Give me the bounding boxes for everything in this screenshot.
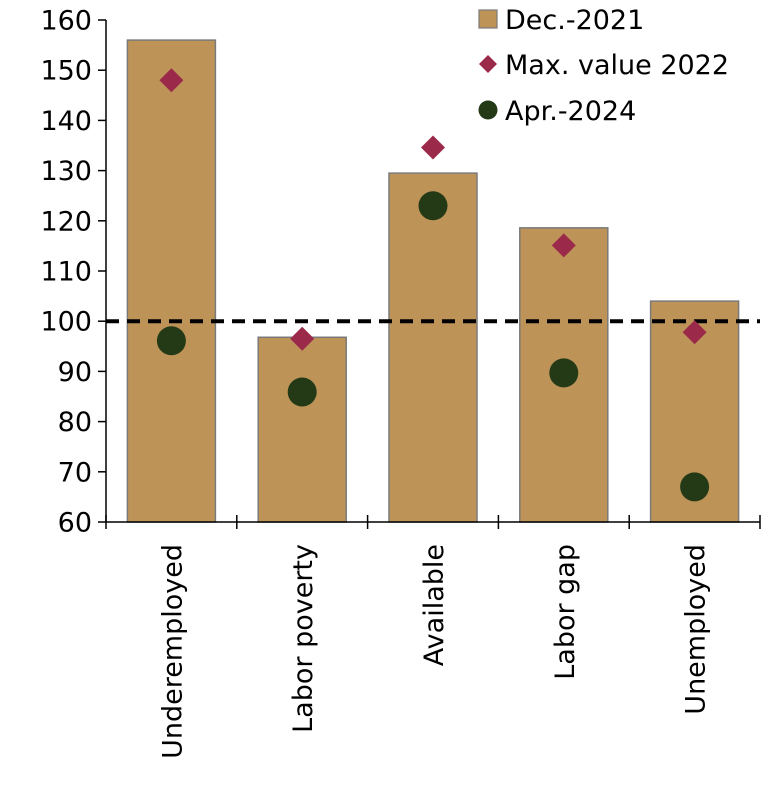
y-tick-label-110: 110 bbox=[40, 257, 92, 288]
legend-swatch-dec-2021 bbox=[478, 9, 498, 29]
circle-marker-unemployed bbox=[680, 472, 710, 502]
y-tick-label-130: 130 bbox=[40, 156, 92, 187]
axes-layer: 60 70 80 90 100 110 120 130 140 150 160 Underemploy… bbox=[40, 6, 761, 759]
diamond-marker-underemployed bbox=[159, 68, 184, 93]
y-tick-label-100: 100 bbox=[40, 307, 92, 338]
legend-label-dec-2021: Dec.-2021 bbox=[505, 5, 644, 36]
bar-labor-poverty bbox=[257, 336, 347, 523]
y-tick-label-150: 150 bbox=[40, 56, 92, 87]
legend-label-apr-2024: Apr.-2024 bbox=[505, 96, 636, 127]
circle-marker-labor-gap bbox=[549, 358, 579, 388]
diamond-marker-labor-gap bbox=[551, 233, 576, 258]
x-category-label-labor-gap: Labor gap bbox=[550, 544, 581, 680]
circle-marker-underemployed bbox=[156, 326, 186, 356]
diamond-marker-labor-poverty bbox=[290, 326, 315, 351]
bar-available bbox=[388, 172, 478, 523]
bar-underemployed bbox=[126, 39, 217, 523]
circle-marker-available bbox=[418, 191, 448, 221]
y-tick-label-70: 70 bbox=[58, 457, 92, 488]
y-tick-label-60: 60 bbox=[58, 508, 92, 539]
x-category-label-available: Available bbox=[419, 544, 450, 666]
y-tick-label-80: 80 bbox=[58, 407, 92, 438]
legend-label-max-value-2022: Max. value 2022 bbox=[505, 50, 729, 81]
y-tick-label-90: 90 bbox=[58, 357, 92, 388]
x-category-label-unemployed: Unemployed bbox=[681, 544, 712, 715]
diamond-marker-available bbox=[421, 135, 445, 160]
circle-marker-labor-poverty bbox=[287, 377, 317, 407]
markers-layer bbox=[156, 68, 710, 502]
legend-swatch-apr-2024 bbox=[478, 100, 498, 120]
y-tick-label-120: 120 bbox=[40, 206, 92, 237]
diamond-marker-unemployed bbox=[682, 320, 707, 345]
x-category-label-underemployed: Underemployed bbox=[157, 544, 188, 759]
legend-swatch-max-value-2022 bbox=[479, 55, 497, 73]
y-tick-label-160: 160 bbox=[40, 6, 92, 37]
legend: Dec.-2021 Max. value 2022 Apr.-2024 bbox=[478, 5, 729, 127]
bars-layer bbox=[126, 39, 740, 523]
x-category-label-labor-poverty: Labor poverty bbox=[288, 544, 319, 733]
y-tick-label-140: 140 bbox=[40, 106, 92, 137]
